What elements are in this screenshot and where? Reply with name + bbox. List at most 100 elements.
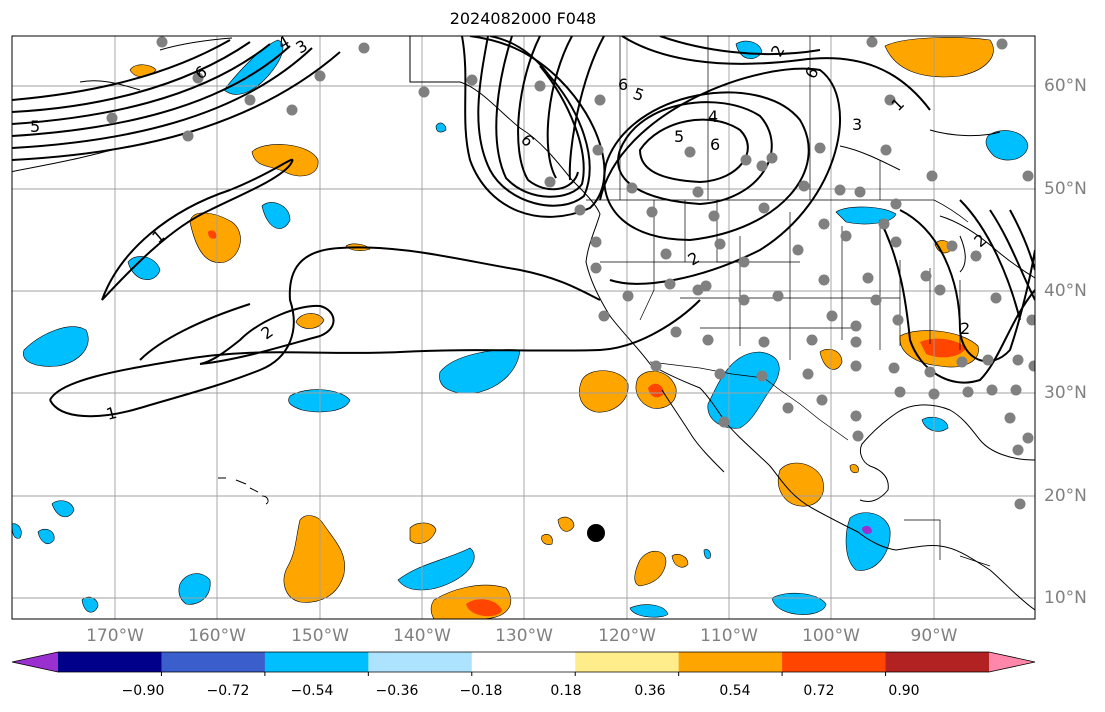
strong-positive-anomaly [920,338,966,358]
contour-line [959,199,1021,321]
coastline [839,145,901,171]
colorbar-band [264,652,369,672]
contour-label: 6 [618,75,628,94]
lat-tick-label: 30°N [1044,383,1087,403]
contour-label: 2 [960,319,970,338]
lon-tick-label: 170°W [86,626,144,646]
lon-tick-label: 120°W [598,626,656,646]
border [639,200,655,321]
colorbar [11,651,1036,676]
gridlines [12,36,1035,619]
positive-anomaly [671,554,689,568]
contour-label: 1 [104,403,119,424]
coastline [159,37,233,51]
colorbar-tick-label: 0.18 [550,683,582,699]
negative-anomaly [921,416,949,432]
contour-label: 4 [708,107,718,126]
negative-anomaly [397,547,475,591]
contour-lines [12,36,1035,418]
colorbar-tick-label: −0.90 [121,683,165,699]
colorbar-tick-label: −0.36 [375,683,419,699]
negative-anomaly [12,523,22,539]
colorbar-band [161,652,266,672]
storm-center-marker [587,524,605,542]
colorbar-outline [11,651,1036,673]
contour-line [12,47,313,149]
chart-title: 2024082000 F048 [449,9,597,28]
negative-anomaly [845,512,891,571]
coastlines [12,36,1035,611]
contour-line [899,209,1035,363]
contour-line [659,36,821,56]
negative-anomaly [127,256,161,280]
strong-negative-anomaly [862,525,872,535]
strong-positive-anomaly [208,230,217,239]
contour-line [12,39,231,101]
station-markers [106,36,1035,510]
colorbar-tick-label: 0.90 [888,683,920,699]
negative-anomaly [435,122,447,133]
contour-label: 6 [710,135,720,154]
positive-anomaly [409,522,437,544]
negative-anomaly [261,202,291,229]
coastline [261,495,269,505]
lat-tick-label: 50°N [1044,179,1087,199]
lon-tick-label: 140°W [393,626,451,646]
lat-tick-label: 10°N [1044,588,1087,608]
colorbar-band [782,652,887,672]
contour-line [603,91,810,242]
contour-line [568,36,605,181]
contour-label: 3 [852,115,862,134]
lat-tick-label: 20°N [1044,486,1087,506]
map-frame [11,35,1036,620]
positive-anomaly [283,515,345,603]
positive-anomaly [541,534,553,545]
contour-line [12,45,291,137]
coastline [929,129,1001,137]
positive-anomaly [251,144,319,177]
shaded-anomalies [12,37,1029,619]
colorbar-band [471,652,576,672]
coastline [939,215,1035,279]
contour-line [199,304,335,365]
positive-anomaly [884,37,994,78]
contour-line [477,36,591,207]
coastline [79,80,141,91]
positive-anomaly [849,464,859,474]
contour-line [621,36,931,111]
colorbar-tick-label: −0.18 [459,683,503,699]
border [649,361,849,441]
colorbar-tick-label: 0.54 [719,683,751,699]
positive-anomaly [778,462,824,507]
strong-positive-anomaly [466,599,502,617]
contour-line [12,41,251,113]
negative-anomaly [223,39,284,95]
contour-line [49,299,701,401]
positive-anomaly [634,550,667,587]
border [959,555,991,567]
positive-anomaly [557,516,575,532]
coastline [249,487,259,493]
colorbar-band [885,652,990,672]
colorbar-extend-min [12,652,58,672]
colorbar-tick-label: −0.72 [206,683,250,699]
negative-anomaly [629,604,669,618]
coastline [661,389,725,473]
contour-line [617,101,773,206]
colorbar-extend-max [989,652,1035,672]
negative-anomaly [81,596,99,613]
negative-anomaly [985,130,1029,161]
strong-positive-anomaly [648,383,664,398]
border [586,199,969,223]
colorbar-band [678,652,783,672]
colorbar-band [58,652,162,672]
colorbar-band [575,652,680,672]
negative-anomaly [37,528,55,544]
positive-anomaly [579,370,629,413]
lon-tick-label: 150°W [291,626,349,646]
contour-line [546,36,573,179]
contour-line [517,36,579,191]
negative-anomaly [178,573,211,605]
contour-line [599,67,841,285]
